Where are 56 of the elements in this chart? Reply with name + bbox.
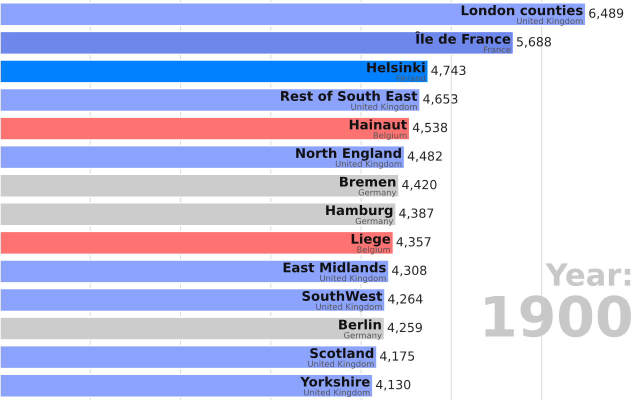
- bar: [0, 88, 421, 112]
- data-label: 4,308: [392, 266, 426, 276]
- y-tick-label: Helsinki: [367, 62, 424, 72]
- y-tick-label: Yorkshire: [300, 376, 370, 387]
- data-label: 4,357: [396, 237, 431, 248]
- data-label: 6,489: [589, 8, 624, 20]
- data-label: 4,259: [388, 322, 422, 334]
- data-label: 4,264: [388, 294, 423, 305]
- data-label: 4,653: [423, 94, 458, 105]
- data-label: 4,420: [402, 180, 436, 191]
- bar: [0, 145, 406, 170]
- bar: [0, 202, 397, 226]
- bar: [0, 30, 514, 55]
- y-tick-label: London counties: [462, 5, 583, 16]
- bar: [0, 316, 386, 341]
- annotation: Finland: [396, 74, 425, 82]
- annotation: United Kingdom: [308, 360, 374, 369]
- bar: [0, 174, 400, 198]
- annotation: United Kingdom: [316, 303, 382, 312]
- bar: [0, 288, 386, 312]
- data-label: 4,482: [408, 151, 442, 162]
- bar: [0, 259, 390, 284]
- bar: [0, 59, 429, 84]
- bar: [0, 345, 378, 370]
- data-label: 4,743: [431, 66, 466, 76]
- y-tick-label: Hainaut: [350, 119, 407, 130]
- annotation: France: [484, 46, 510, 53]
- y-tick-label: North England: [296, 148, 401, 161]
- data-label: 4,387: [399, 208, 434, 220]
- y-tick-label: Berlin: [339, 319, 381, 330]
- y-tick-label: East Midlands: [284, 262, 386, 272]
- bar: [0, 374, 374, 398]
- y-tick-label: Île de France: [415, 31, 510, 44]
- annotation: United Kingdom: [320, 274, 386, 283]
- annotation: Germany: [356, 218, 394, 226]
- y-tick-label: Rest of South East: [281, 90, 418, 101]
- annotation: Germany: [358, 189, 396, 198]
- bar: [0, 116, 410, 141]
- bar: [0, 2, 586, 26]
- y-tick-label: Scotland: [310, 348, 374, 358]
- data-label: 5,688: [516, 37, 551, 48]
- annotation: United Kingdom: [336, 160, 402, 169]
- y-tick-label: SouthWest: [302, 290, 382, 301]
- bar: [0, 230, 394, 255]
- data-label: 4,130: [376, 380, 410, 391]
- annotation: Belgium: [357, 246, 390, 254]
- annotation: United Kingdom: [351, 103, 417, 112]
- y-tick-label: Bremen: [340, 176, 396, 187]
- annotation: United Kingdom: [517, 18, 582, 26]
- data-label: 4,538: [412, 122, 448, 134]
- data-label: 4,175: [380, 351, 414, 362]
- y-tick-label: Hamburg: [326, 204, 392, 218]
- annotation: Germany: [344, 332, 382, 340]
- annotation: United Kingdom: [304, 389, 370, 398]
- y-tick-label: Liege: [352, 234, 390, 246]
- annotation: Belgium: [374, 132, 406, 140]
